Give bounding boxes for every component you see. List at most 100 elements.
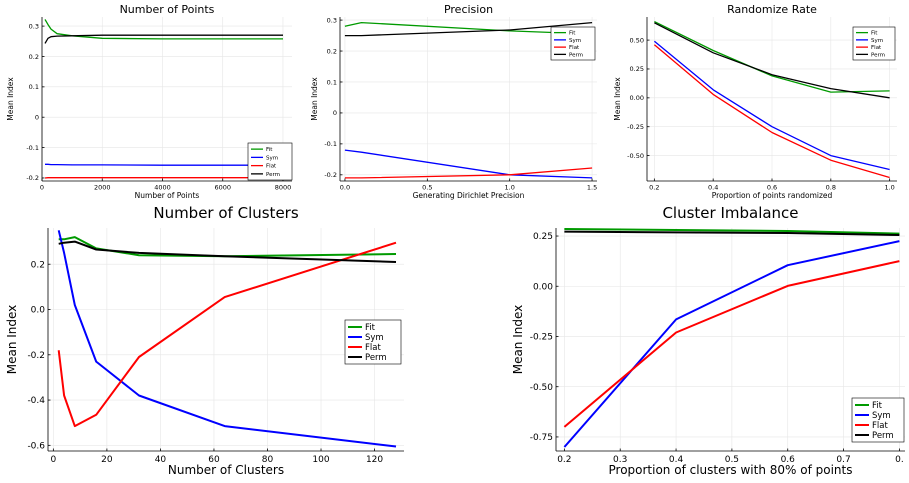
legend-label-sym: Sym <box>871 38 883 44</box>
y-tick-label: -0.2 <box>26 174 39 182</box>
chart-title: Precision <box>444 3 493 16</box>
y-tick-label: 0.2 <box>29 53 39 61</box>
y-axis-label: Mean Index <box>6 77 15 121</box>
chart-title: Randomize Rate <box>727 3 817 16</box>
y-tick-label: 0.25 <box>533 232 553 242</box>
y-tick-label: 0.50 <box>630 36 644 44</box>
y-axis-label: Mean Index <box>5 305 19 375</box>
legend-label-flat: Flat <box>871 45 882 51</box>
x-tick-label: 0.0 <box>340 184 350 192</box>
y-tick-label: 0.25 <box>630 65 644 73</box>
y-tick-label: 0 <box>333 109 337 117</box>
chart-panel-3: 0.2 0.4 0.6 0.8 1.0 -0.50 -0.25 0.00 0.25 0.50 Ran… <box>613 3 897 200</box>
chart-panel-2: 0.0 0.5 1.0 1.5 -0.2 -0.1 0 0.1 0.2 0.3 Precision G… <box>310 3 597 200</box>
x-tick-label: 0.5 <box>725 455 739 465</box>
series-line-perm <box>654 22 890 99</box>
legend-label-fit: Fit <box>365 323 376 333</box>
y-tick-label: 0.2 <box>327 47 337 55</box>
x-tick-label: 0. <box>895 455 904 465</box>
x-tick-label: 1.5 <box>587 184 597 192</box>
x-tick-label: 4000 <box>154 184 171 192</box>
x-tick-label: 0.5 <box>422 184 432 192</box>
series-line-flat <box>653 44 890 179</box>
x-tick-label: 60 <box>208 455 220 465</box>
y-tick-label: 0.0 <box>31 306 46 316</box>
legend-label-perm: Perm <box>872 431 894 441</box>
legend-label-fit: Fit <box>871 31 878 37</box>
x-tick-label: 6000 <box>214 184 231 192</box>
x-tick-label: 20 <box>101 455 113 465</box>
y-tick-label: -0.50 <box>627 152 644 160</box>
x-tick-label: 80 <box>262 455 274 465</box>
series-line-perm <box>58 240 397 263</box>
y-tick-label: -0.1 <box>324 140 337 148</box>
x-tick-label: 1.0 <box>884 184 894 192</box>
legend-label-sym: Sym <box>872 411 891 421</box>
chart-title: Number of Points <box>120 3 215 16</box>
series-line-fit <box>564 228 900 235</box>
series-line-perm <box>344 21 593 37</box>
legend-label-flat: Flat <box>872 421 888 431</box>
y-tick-label: -0.4 <box>27 396 45 406</box>
y-tick-label: -0.2 <box>324 171 337 179</box>
legend-label-fit: Fit <box>569 31 576 37</box>
legend-label-flat: Flat <box>266 164 277 170</box>
legend-label-perm: Perm <box>871 52 885 58</box>
x-axis-label: Proportion of points randomized <box>712 191 833 200</box>
legend-label-flat: Flat <box>569 45 580 51</box>
x-tick-label: 8000 <box>275 184 292 192</box>
x-tick-label: 100 <box>312 455 329 465</box>
y-tick-label: 0.1 <box>29 83 39 91</box>
x-tick-label: 0.6 <box>781 455 796 465</box>
series-line-fit <box>44 19 283 40</box>
x-axis-label: Number of Clusters <box>168 463 284 477</box>
series-line-sym <box>57 230 397 448</box>
x-tick-label: 0.8 <box>826 184 836 192</box>
x-axis-label: Proportion of clusters with 80% of point… <box>609 463 853 477</box>
y-tick-label: 0.1 <box>327 78 337 86</box>
x-tick-label: 2000 <box>94 184 111 192</box>
chart-panel-4: 0 20 40 60 80 100 120 -0.6 -0.4 -0.2 0.0 0.2 Number … <box>5 204 404 477</box>
series-line-sym <box>45 163 283 166</box>
y-tick-label: 0.2 <box>31 260 45 270</box>
y-tick-label: -0.50 <box>530 383 554 393</box>
series-line-sym <box>344 149 593 179</box>
x-tick-label: 1.0 <box>505 184 515 192</box>
y-tick-label: -0.1 <box>26 144 39 152</box>
y-axis-label: Mean Index <box>310 77 319 121</box>
y-tick-label: -0.25 <box>627 123 644 131</box>
x-tick-label: 0.2 <box>649 184 659 192</box>
y-tick-label: -0.2 <box>27 351 45 361</box>
y-tick-label: -0.25 <box>530 333 553 343</box>
series-line-sym <box>653 40 890 171</box>
x-axis-label: Number of Points <box>135 191 200 200</box>
legend-label-flat: Flat <box>365 343 381 353</box>
y-tick-label: 0.3 <box>327 16 337 24</box>
x-tick-label: 0 <box>50 455 56 465</box>
legend-label-fit: Fit <box>266 147 273 153</box>
legend-label-sym: Sym <box>266 155 278 161</box>
x-tick-label: 0.6 <box>767 184 777 192</box>
series-line-flat <box>57 241 397 428</box>
chart-title: Cluster Imbalance <box>662 204 798 222</box>
legend-label-sym: Sym <box>365 333 384 343</box>
series-line-flat <box>563 260 900 428</box>
y-axis-label: Mean Index <box>613 77 622 121</box>
x-axis-label: Generating Dirichlet Precision <box>413 191 525 200</box>
y-tick-label: 0.00 <box>630 94 644 102</box>
series-line-flat <box>344 167 593 179</box>
series-line-perm <box>564 230 900 236</box>
x-tick-label: 0.4 <box>708 184 718 192</box>
series-line-perm <box>44 34 283 44</box>
chart-title: Number of Clusters <box>153 204 298 222</box>
legend-label-perm: Perm <box>365 353 387 363</box>
series-line-sym <box>563 240 900 448</box>
y-tick-label: 0.3 <box>29 22 39 30</box>
x-tick-label: 0.3 <box>613 455 627 465</box>
x-tick-label: 0.7 <box>836 455 850 465</box>
x-tick-label: 0.4 <box>669 455 684 465</box>
